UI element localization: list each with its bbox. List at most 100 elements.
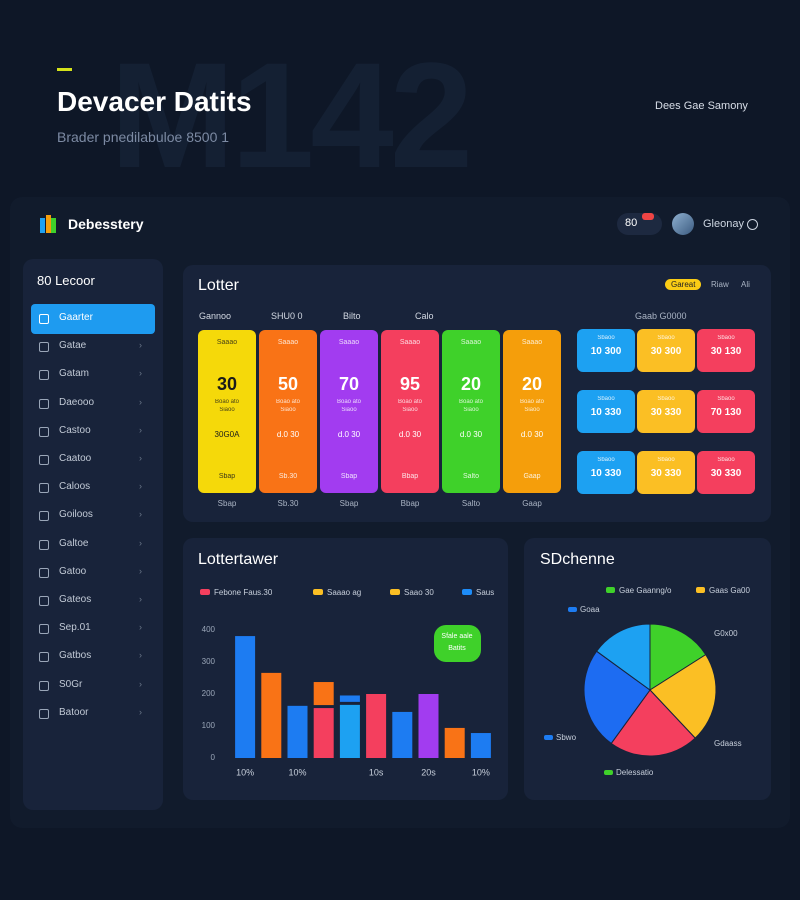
card-line: Boao ato <box>519 399 545 405</box>
nav-chevron: › <box>139 396 142 407</box>
nav-chevron: › <box>139 537 142 548</box>
y-tick-label: 400 <box>202 625 216 634</box>
nav-item[interactable]: Batoor › <box>31 699 155 729</box>
slice-label: Sbwo <box>556 733 577 742</box>
nav-icon <box>39 455 49 465</box>
nav-chevron: › <box>139 622 142 633</box>
card-footer: Sbap <box>218 473 236 480</box>
chip[interactable]: Riaw <box>711 280 729 289</box>
nav-item[interactable]: Gatbos › <box>31 642 155 672</box>
nav-icon <box>39 567 49 578</box>
tile-label: Sbaoo <box>597 457 615 463</box>
label-swatch <box>568 607 577 612</box>
legend-label: Febone Faus.30 <box>214 588 273 597</box>
tile-text: 10 300 <box>590 346 622 357</box>
nav-item[interactable]: Gateos › <box>31 586 155 616</box>
card-line: Boao ato <box>336 399 362 405</box>
nav-chevron: › <box>139 340 142 351</box>
bar <box>261 672 282 758</box>
slice-label: Delessatio <box>616 768 654 777</box>
pie-slice <box>610 689 696 757</box>
nav-item[interactable]: Gatoo › <box>31 558 155 588</box>
chip[interactable]: Ali <box>741 280 750 289</box>
nav-item[interactable]: Caloos › <box>31 473 155 503</box>
logo-part <box>46 215 51 233</box>
nav-icon <box>39 680 49 691</box>
nav-item[interactable]: Galtoe › <box>31 530 155 560</box>
nav-label: Gateos <box>59 594 92 605</box>
tile-text: 10 330 <box>590 407 622 418</box>
bar <box>339 704 360 758</box>
legend-label: Gaas Ga00 <box>709 586 750 595</box>
bar <box>235 636 256 758</box>
tile-label: Sbaoo <box>657 396 675 402</box>
nav-label: Gatoo <box>59 565 87 577</box>
card-label: Saaao <box>521 339 543 346</box>
bar <box>470 733 491 758</box>
settings-icon[interactable] <box>747 219 758 230</box>
bar <box>418 694 439 758</box>
nav-item[interactable]: S0Gr › <box>31 671 155 701</box>
notification-pill[interactable]: 80 <box>617 213 662 235</box>
nav-item[interactable]: Gatae › <box>31 332 155 362</box>
nav-chevron: › <box>139 594 142 604</box>
nav-icon <box>39 539 49 550</box>
tile: Sbaoo 30 300 <box>637 329 695 372</box>
tile-label: Sbaoo <box>597 396 615 402</box>
legend-swatch <box>200 589 210 595</box>
nav-item[interactable]: Gaarter <box>31 304 155 334</box>
nav-item[interactable]: Daeooo › <box>31 389 155 419</box>
bar <box>287 705 308 758</box>
nav-chevron: › <box>139 509 142 520</box>
chip[interactable]: Gareat <box>665 279 702 290</box>
x-tick-label: 10% <box>288 767 306 777</box>
card-number: 20 <box>460 374 482 394</box>
card-code: 30G0A <box>214 430 240 439</box>
lottery-card: Saaao 50 Boao ato Siaoo d.0 30 Sb.30 <box>259 330 317 493</box>
card-code: d.0 30 <box>398 430 422 439</box>
nav-item[interactable]: Caatoo › <box>31 445 155 475</box>
bar <box>313 708 334 758</box>
tile-text: 30 300 <box>650 346 682 357</box>
nav-item[interactable]: Sep.01 › <box>31 614 155 644</box>
nav-label: Caloos <box>59 481 91 493</box>
card-number: 20 <box>521 374 543 394</box>
card-label: Saaao <box>338 339 360 346</box>
nav-item[interactable]: Goiloos › <box>31 501 155 531</box>
user-name: Gleonay <box>703 218 744 230</box>
card-code: d.0 30 <box>276 430 300 439</box>
card-footer: Salto <box>463 473 479 480</box>
tile-label: Sbaoo <box>717 335 735 341</box>
card-code: d.0 30 <box>520 430 544 439</box>
nav-chevron: › <box>139 565 142 576</box>
avatar[interactable] <box>672 213 694 235</box>
legend-label: Saaao ag <box>327 588 361 597</box>
bar-chart: Lottertawer Febone Faus.30 Saaao ag Saao 30… <box>198 551 494 777</box>
card-line: Siaoo <box>219 407 235 413</box>
tile-text: 30 330 <box>650 407 682 418</box>
nav-chevron: › <box>139 706 142 717</box>
lottery-card: Saaao 70 Boao ato Siaoo d.0 30 Sbap <box>320 330 378 493</box>
nav-item[interactable]: Castoo › <box>31 417 155 447</box>
card-line: Boao ato <box>458 399 484 405</box>
pie-slice <box>595 623 651 691</box>
nav-item[interactable]: Gatam › <box>31 360 155 390</box>
chart-title: SDchenne <box>540 551 615 568</box>
legend-label: Gae Gaanng/o <box>619 586 672 595</box>
nav-icon <box>39 596 49 606</box>
legend-swatch <box>313 589 323 595</box>
tile-text: 30 130 <box>710 346 742 357</box>
card-number: 30 <box>216 374 238 394</box>
tile-label: Sbaoo <box>657 457 675 463</box>
brand: Debesstery <box>68 216 144 232</box>
tile-label: Sbaoo <box>717 457 735 463</box>
card-line: Siaoo <box>463 407 479 413</box>
nav-label: Castoo <box>59 424 91 436</box>
bar <box>339 695 360 702</box>
column-header: Gannoo <box>199 311 232 321</box>
nav-label: Gatae <box>59 340 87 352</box>
nav-chevron: › <box>139 678 142 689</box>
card-number: 95 <box>399 374 421 394</box>
card-footer: Sb.30 <box>278 473 298 480</box>
label-swatch <box>604 770 613 775</box>
